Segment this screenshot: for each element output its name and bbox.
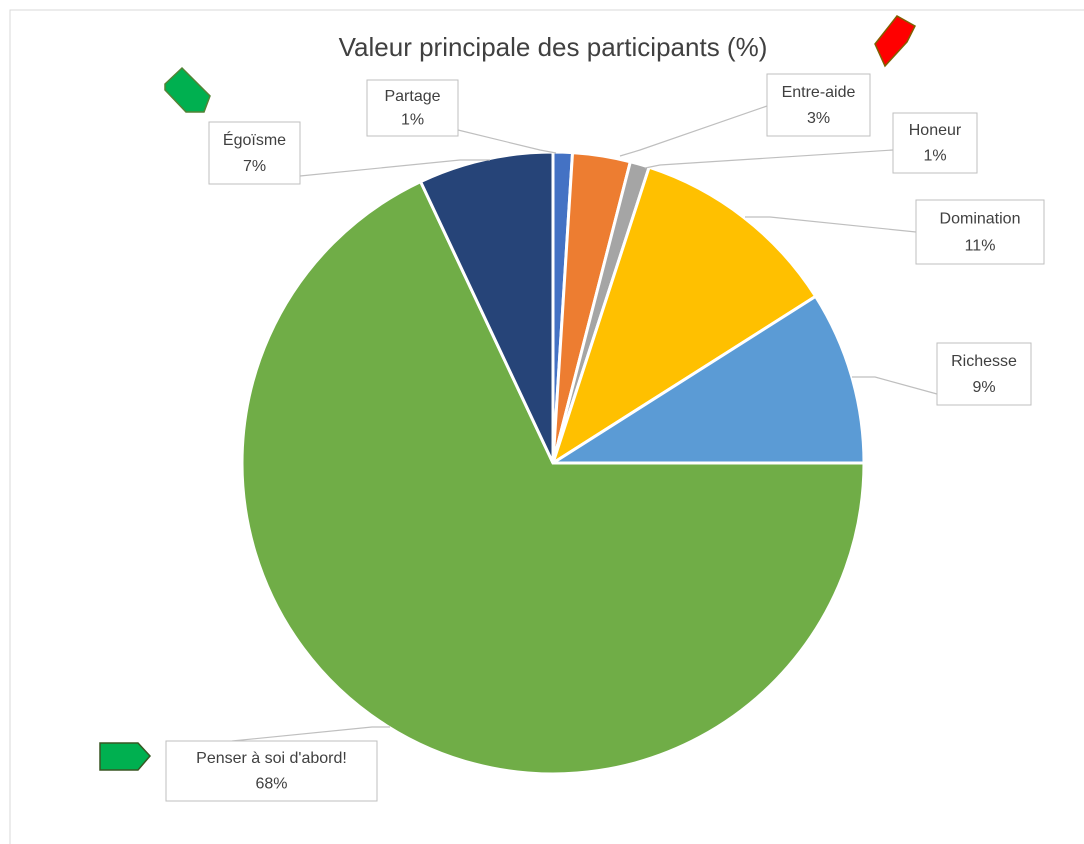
chart-title: Valeur principale des participants (%) xyxy=(339,32,768,62)
category-label: Égoïsme xyxy=(223,130,286,149)
value-label: 3% xyxy=(807,110,830,127)
category-label: Domination xyxy=(940,210,1021,227)
leader-lines xyxy=(231,105,938,742)
leader-line xyxy=(745,216,917,233)
category-label: Partage xyxy=(384,88,440,105)
arrow-marker xyxy=(99,742,152,771)
leader-line xyxy=(231,726,390,742)
value-label: 7% xyxy=(243,158,266,175)
label-box xyxy=(766,73,871,137)
pie-slice xyxy=(240,179,866,776)
leader-line xyxy=(619,105,768,157)
leader-line xyxy=(457,129,557,154)
leader-line xyxy=(644,149,894,169)
leader-line xyxy=(299,159,490,177)
category-label: Honeur xyxy=(909,122,962,139)
category-label: Richesse xyxy=(951,353,1017,370)
leader-line xyxy=(852,376,938,395)
arrow-marker xyxy=(874,15,916,68)
arrow-marker xyxy=(164,66,211,113)
pie-slice xyxy=(547,294,866,465)
value-label: 1% xyxy=(923,147,946,164)
label-box xyxy=(892,112,978,174)
value-label: 9% xyxy=(972,379,995,396)
label-box xyxy=(366,79,459,137)
category-label: Entre-aide xyxy=(782,84,856,101)
value-label: 68% xyxy=(255,775,287,792)
value-label: 1% xyxy=(401,112,424,129)
label-box xyxy=(936,342,1032,406)
category-label: Penser à soi d'abord! xyxy=(196,750,347,767)
data-labels: Partage 1% Entre-aide 3% Honeur 1% Domination 1… xyxy=(165,73,1045,802)
label-box xyxy=(165,740,378,802)
pie xyxy=(240,150,866,776)
label-box xyxy=(915,199,1045,265)
value-label: 11% xyxy=(965,237,996,254)
label-box xyxy=(208,121,301,185)
pie-slice xyxy=(550,165,818,467)
